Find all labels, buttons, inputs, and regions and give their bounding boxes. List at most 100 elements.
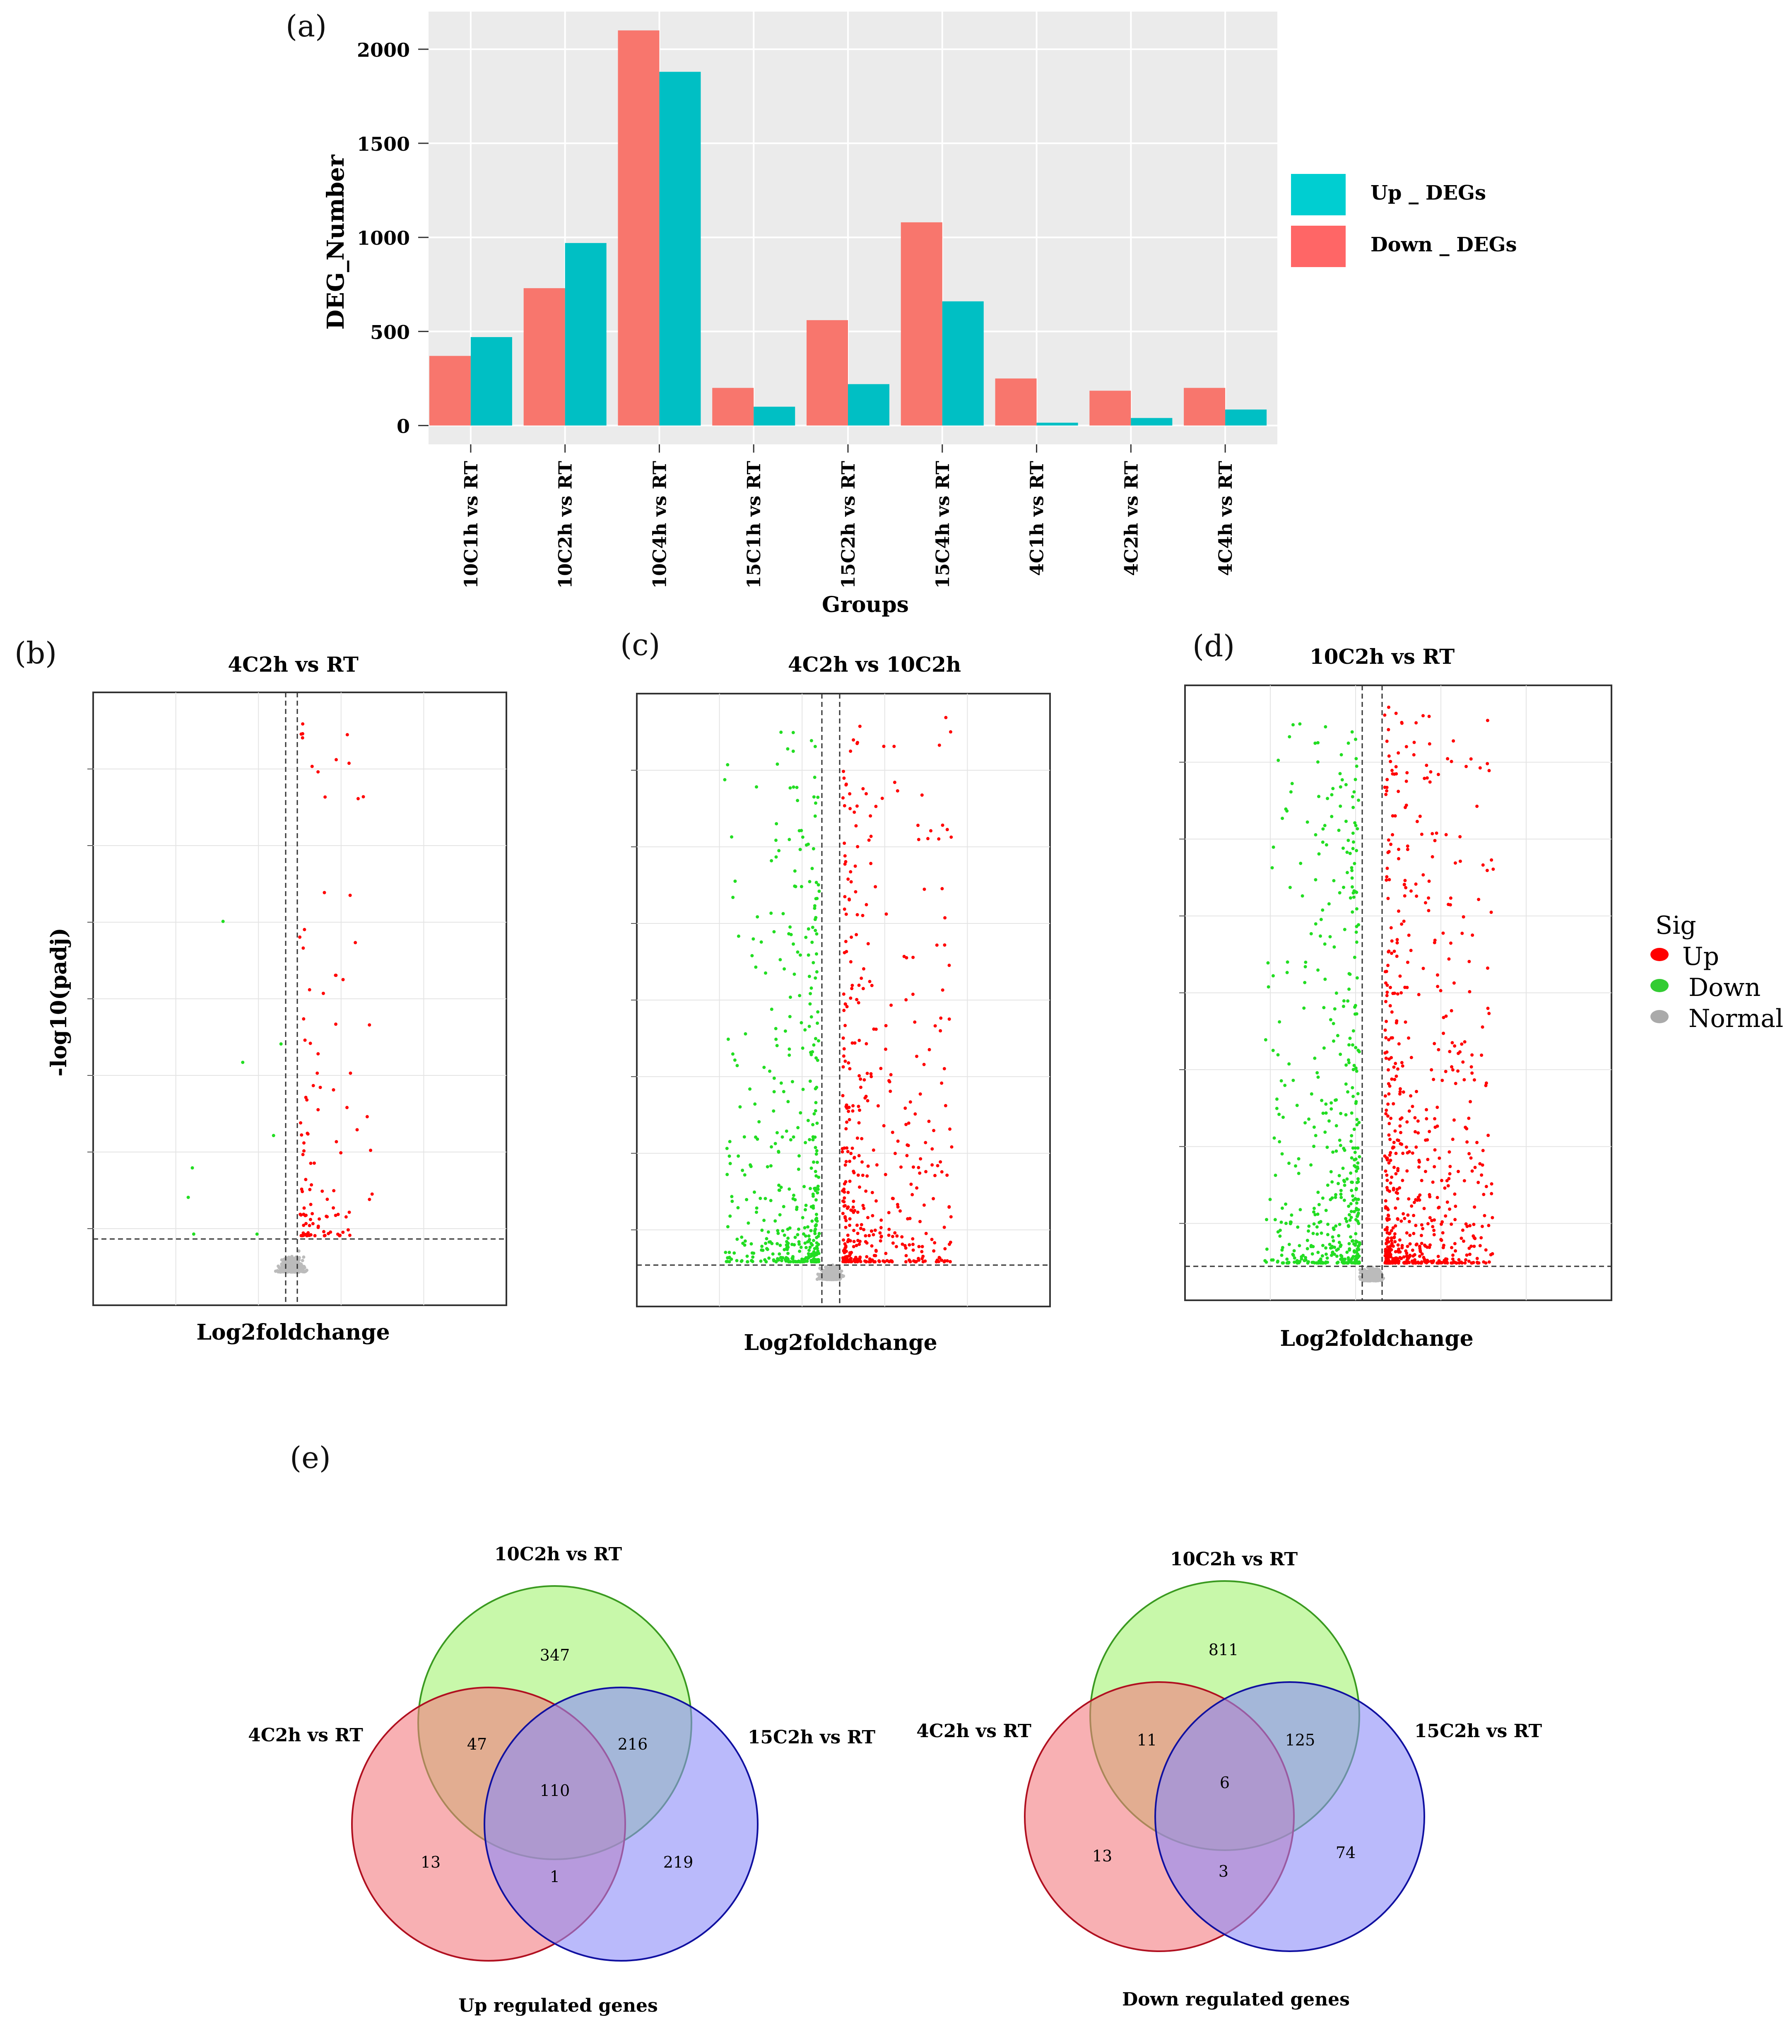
volcano-down-point — [736, 1206, 740, 1210]
volcano-down-point — [742, 1135, 746, 1139]
volcano-up-point — [869, 814, 872, 818]
volcano-up-point — [936, 1164, 939, 1167]
volcano-down-point — [809, 1053, 813, 1056]
volcano-down-point — [1329, 1246, 1332, 1250]
bar-y-tick-label: 2000 — [357, 39, 410, 61]
volcano-down-point — [778, 958, 782, 962]
volcano-up-point — [1431, 1225, 1435, 1229]
volcano-down-point — [1326, 797, 1330, 800]
volcano-down-point — [757, 1120, 761, 1123]
volcano-down-point — [771, 1252, 775, 1256]
volcano-down-point — [807, 974, 811, 978]
volcano-down-point — [1347, 1043, 1351, 1047]
volcano-up-point — [1463, 1040, 1467, 1044]
volcano-up-point — [848, 807, 852, 810]
volcano-down-point — [1354, 1239, 1358, 1243]
volcano-up-point — [1413, 1253, 1416, 1257]
volcano-up-point — [1436, 1196, 1439, 1199]
volcano-down-point — [792, 972, 796, 976]
volcano-down-point — [762, 1219, 766, 1222]
volcano-down-point — [1298, 1208, 1302, 1212]
volcano-up-point — [1416, 1119, 1420, 1123]
volcano-up-point — [1423, 901, 1427, 905]
volcano-down-point — [279, 1042, 283, 1046]
volcano-down-point — [1342, 885, 1345, 889]
volcano-up-point — [944, 1104, 947, 1108]
volcano-up-point — [303, 1038, 307, 1042]
volcano-up-point — [1385, 1156, 1388, 1160]
volcano-up-point — [311, 1084, 315, 1087]
volcano-up-point — [891, 1130, 894, 1134]
volcano-down-point — [725, 1147, 729, 1150]
volcano-normal-points — [274, 1249, 308, 1274]
volcano-up-point — [843, 1242, 847, 1246]
volcano-up-point — [1469, 1244, 1473, 1248]
volcano-up-point — [866, 1164, 870, 1168]
volcano-up-point — [1392, 950, 1396, 953]
volcano-up-point — [316, 1071, 319, 1075]
volcano-down-point — [1334, 1193, 1338, 1197]
volcano-up-point — [1464, 1222, 1468, 1226]
volcano-up-point — [305, 1233, 308, 1237]
venn-down-caption: Down regulated genes — [1122, 1989, 1350, 2010]
volcano-down-point — [1266, 961, 1270, 965]
volcano-up-point — [320, 1189, 324, 1193]
volcano-down-point — [809, 986, 813, 990]
volcano-down-point — [782, 1205, 785, 1208]
volcano-down-point — [759, 940, 763, 944]
volcano-down-point — [1339, 1243, 1343, 1247]
volcano-up-point — [1389, 1181, 1392, 1185]
volcano-up-point — [1436, 1106, 1439, 1109]
volcano-down-point — [728, 1140, 732, 1143]
volcano-down-point — [730, 835, 734, 839]
volcano-down-point — [793, 1236, 797, 1239]
volcano-up-point — [841, 1212, 845, 1215]
volcano-down-point — [1337, 1234, 1341, 1238]
volcano-down-point — [1324, 1111, 1328, 1115]
volcano-down-point — [797, 1240, 801, 1244]
volcano-up-point — [1395, 938, 1399, 942]
volcano-down-point — [1339, 753, 1343, 757]
volcano-down-point — [797, 1167, 800, 1171]
volcano-up-point — [1404, 1145, 1408, 1149]
volcano-up-point — [1387, 1249, 1391, 1253]
volcano-down-point — [1271, 1258, 1275, 1262]
volcano-up-point — [844, 860, 848, 863]
volcano-up-point — [1490, 1192, 1493, 1196]
volcano-normal-point — [288, 1260, 292, 1264]
volcano-down-point — [778, 1213, 782, 1217]
volcano-down-point — [1298, 722, 1302, 726]
volcano-up-point — [1487, 1224, 1491, 1227]
volcano-up-point — [1401, 1064, 1404, 1068]
volcano-up-point — [853, 810, 856, 814]
volcano-down-point — [1287, 1243, 1291, 1246]
volcano-down-point — [743, 1173, 747, 1177]
volcano-up-point — [1411, 1151, 1414, 1155]
volcano-up-point — [862, 1228, 866, 1232]
volcano-up-point — [1388, 1232, 1392, 1235]
volcano-down-point — [802, 1232, 805, 1236]
volcano-up-point — [1457, 1261, 1461, 1265]
volcano-up-point — [1397, 1139, 1400, 1143]
volcano-up-point — [1452, 739, 1455, 743]
volcano-up-point — [1445, 1260, 1448, 1264]
volcano-up-point — [1404, 745, 1408, 749]
volcano-up-point — [1394, 1172, 1398, 1176]
volcano-up-point — [1398, 974, 1402, 978]
volcano-down-point — [796, 950, 800, 954]
bar-x-tick-label: 15C1h vs RT — [744, 461, 765, 589]
volcano-up-point — [896, 1203, 899, 1206]
volcano-up-point — [1397, 751, 1400, 755]
volcano-up-point — [1385, 1179, 1389, 1182]
volcano-down-point — [814, 1056, 818, 1060]
volcano-down-point — [759, 1259, 763, 1263]
volcano-down-point — [1291, 1078, 1295, 1082]
volcano-up-point — [1484, 1248, 1488, 1252]
volcano-down-point — [1350, 885, 1354, 889]
volcano-up-point — [879, 1218, 883, 1222]
volcano-up-point — [1428, 780, 1432, 784]
volcano-up-point — [1437, 1048, 1440, 1051]
volcano-down-point — [754, 1135, 757, 1139]
volcano-down-point — [776, 1229, 780, 1232]
volcano-up-point — [321, 991, 325, 995]
